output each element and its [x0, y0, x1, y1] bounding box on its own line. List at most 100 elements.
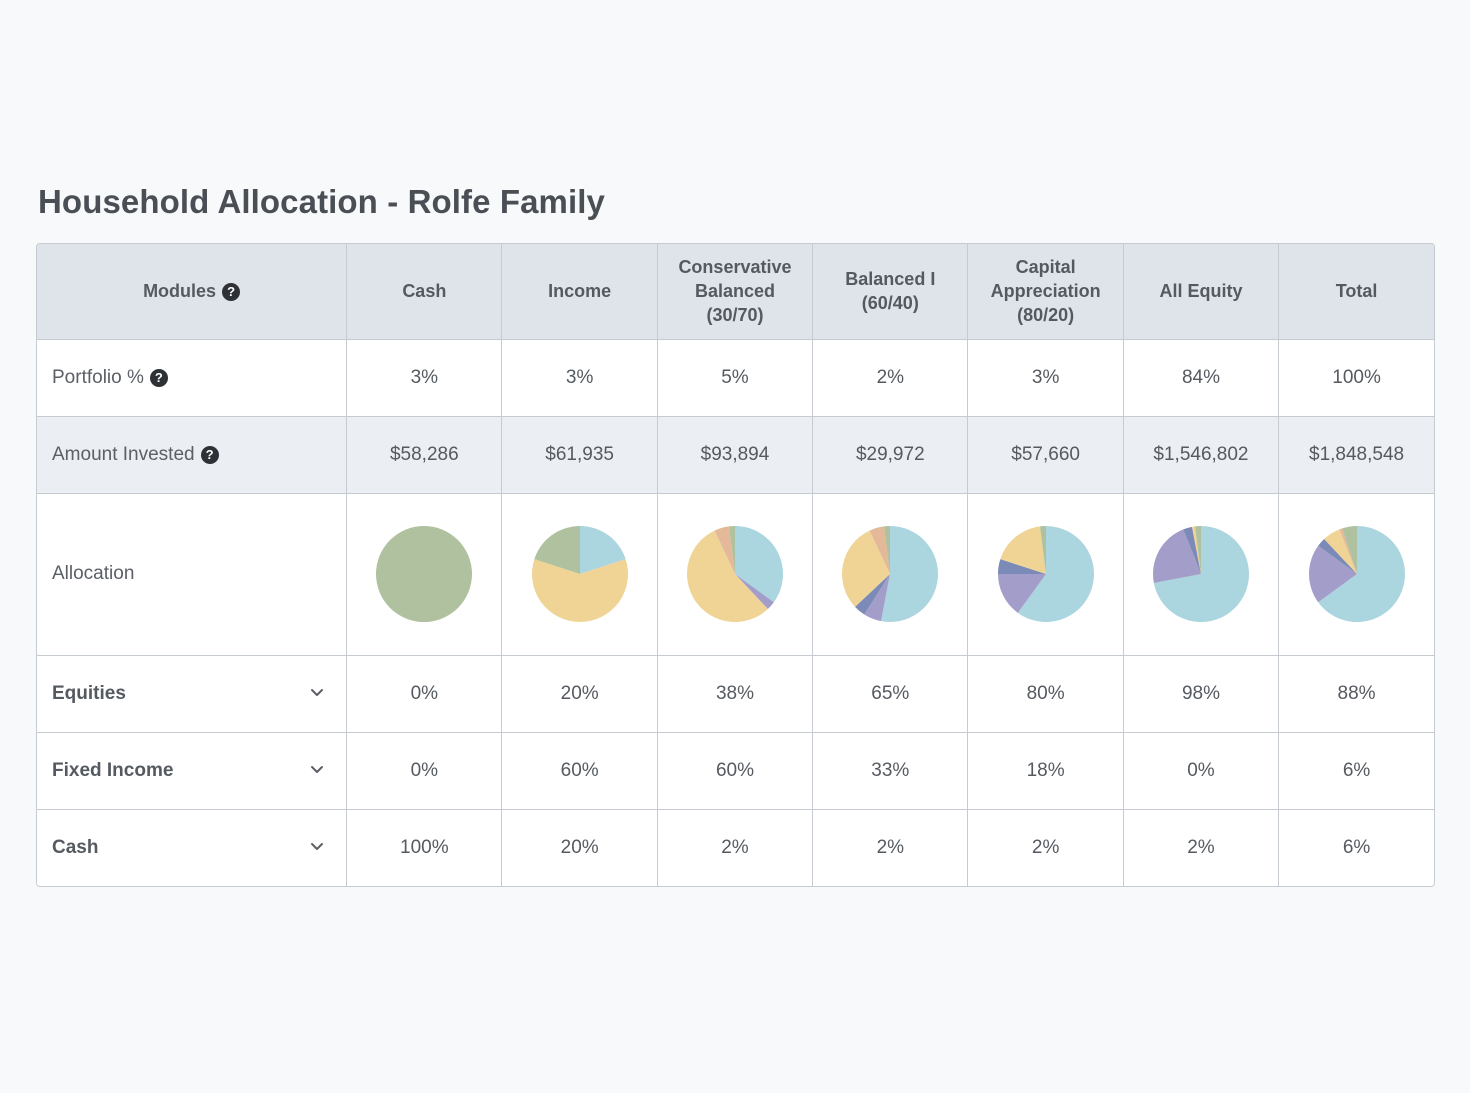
- table-cell: 2%: [812, 339, 969, 417]
- pie-slice-dark-blue: [997, 559, 1046, 574]
- table-cell: 60%: [657, 732, 814, 810]
- header-col-cash: Cash: [346, 244, 503, 340]
- pie-slice-green: [884, 526, 891, 574]
- header-text: Total: [1335, 281, 1378, 302]
- table-cell: $58,286: [346, 416, 503, 494]
- table-cell: 33%: [812, 732, 969, 810]
- allocation-pie-chart[interactable]: [841, 525, 939, 623]
- allocation-pie-chart[interactable]: [997, 525, 1095, 623]
- equities-label: Equities: [52, 682, 126, 704]
- table-cell: 2%: [1123, 809, 1280, 886]
- table-cell: 0%: [1123, 732, 1280, 810]
- table-cell: 98%: [1123, 655, 1280, 733]
- header-col-conservative-balanced: Conservative Balanced (30/70): [657, 244, 814, 340]
- table-cell: 0%: [346, 655, 503, 733]
- chevron-down-icon[interactable]: [310, 839, 324, 853]
- cash-row: Cash 100% 20% 2% 2% 2% 2% 6%: [37, 809, 1434, 886]
- table-cell: 3%: [346, 339, 503, 417]
- equities-row: Equities 0% 20% 38% 65% 80% 98% 88%: [37, 655, 1434, 733]
- equities-toggle[interactable]: Equities: [37, 655, 348, 733]
- allocation-label: Allocation: [37, 493, 348, 656]
- pie-slice-light-blue: [579, 526, 626, 574]
- header-col-balanced-i: Balanced I (60/40): [812, 244, 969, 340]
- pie-slice-green: [533, 526, 580, 574]
- pie-cell: [812, 493, 969, 656]
- header-text: Appreciation: [990, 281, 1101, 302]
- chevron-down-icon[interactable]: [310, 685, 324, 699]
- header-text: (30/70): [706, 305, 764, 326]
- table-header-row: Modules? Cash Income Conservative Balanc…: [37, 244, 1434, 340]
- pie-slice-yellow: [686, 530, 768, 622]
- header-text: Conservative: [678, 257, 792, 278]
- allocation-pie-chart[interactable]: [1308, 525, 1406, 623]
- table-cell: 84%: [1123, 339, 1280, 417]
- header-text: (60/40): [861, 293, 919, 314]
- header-col-income: Income: [501, 244, 658, 340]
- table-cell: $1,546,802: [1123, 416, 1280, 494]
- pie-cell: [657, 493, 814, 656]
- help-circle-icon[interactable]: ?: [149, 368, 168, 387]
- table-cell: 2%: [657, 809, 814, 886]
- pie-slice-yellow: [842, 530, 891, 607]
- header-text: Income: [548, 281, 612, 302]
- pie-slice-light-blue: [1153, 526, 1249, 622]
- amount-label: Amount Invested: [52, 443, 195, 465]
- table-cell: 6%: [1278, 732, 1434, 810]
- table-cell: 38%: [657, 655, 814, 733]
- pie-slice-purple: [1152, 529, 1201, 583]
- help-circle-icon[interactable]: ?: [222, 283, 241, 302]
- table-cell: 0%: [346, 732, 503, 810]
- allocation-pie-chart[interactable]: [1152, 525, 1250, 623]
- pie-slice-light-blue: [734, 526, 783, 603]
- table-cell: $1,848,548: [1278, 416, 1434, 494]
- table-cell: 100%: [1278, 339, 1434, 417]
- chevron-down-icon[interactable]: [310, 762, 324, 776]
- portfolio-label-cell: Portfolio %?: [37, 339, 348, 417]
- table-cell: 18%: [967, 732, 1124, 810]
- pie-slice-purple: [734, 574, 774, 609]
- table-cell: 88%: [1278, 655, 1434, 733]
- allocation-pie-chart[interactable]: [531, 525, 629, 623]
- allocation-pie-chart[interactable]: [375, 525, 473, 623]
- pie-slice-purple: [997, 574, 1046, 613]
- pie-cell: [1278, 493, 1434, 656]
- pie-slice-dark-blue: [855, 574, 891, 615]
- pie-slice-light-blue: [1317, 526, 1405, 622]
- portfolio-row: Portfolio %? 3% 3% 5% 2% 3% 84% 100%: [37, 339, 1434, 417]
- fixed-income-toggle[interactable]: Fixed Income: [37, 732, 348, 810]
- table-cell: $57,660: [967, 416, 1124, 494]
- pie-slice-green: [1341, 526, 1357, 574]
- pie-slice-green: [728, 526, 735, 574]
- pie-slice-green: [1039, 526, 1046, 574]
- pie-cell: [346, 493, 503, 656]
- pie-slice-purple: [864, 574, 891, 622]
- table-cell: $61,935: [501, 416, 658, 494]
- pie-slice-yellow: [531, 559, 628, 623]
- table-cell: 80%: [967, 655, 1124, 733]
- allocation-row: Allocation: [37, 493, 1434, 656]
- fixed-income-row: Fixed Income 0% 60% 60% 33% 18% 0% 6%: [37, 732, 1434, 810]
- header-text: Balanced: [694, 281, 775, 302]
- table-cell: 2%: [967, 809, 1124, 886]
- help-circle-icon[interactable]: ?: [200, 445, 219, 464]
- pie-slice-light-blue: [881, 526, 939, 622]
- header-text: Cash: [402, 281, 447, 302]
- table-cell: 5%: [657, 339, 814, 417]
- table-cell: 100%: [346, 809, 503, 886]
- pie-slice-light-blue: [1017, 526, 1094, 622]
- cash-toggle[interactable]: Cash: [37, 809, 348, 886]
- amount-label-cell: Amount Invested?: [37, 416, 348, 494]
- pie-slice-yellow: [1323, 529, 1357, 574]
- allocation-pie-chart[interactable]: [686, 525, 784, 623]
- pie-slice-peach: [1338, 528, 1357, 574]
- page-title: Household Allocation - Rolfe Family: [38, 183, 605, 220]
- pie-cell: [967, 493, 1124, 656]
- table-cell: 65%: [812, 655, 969, 733]
- header-text: Capital: [1015, 257, 1076, 278]
- table-cell: 20%: [501, 809, 658, 886]
- header-text: All Equity: [1159, 281, 1243, 302]
- table-cell: 3%: [501, 339, 658, 417]
- pie-slice-dark-blue: [1183, 526, 1201, 574]
- pie-slice-purple: [1308, 545, 1357, 603]
- cash-label: Cash: [52, 836, 99, 858]
